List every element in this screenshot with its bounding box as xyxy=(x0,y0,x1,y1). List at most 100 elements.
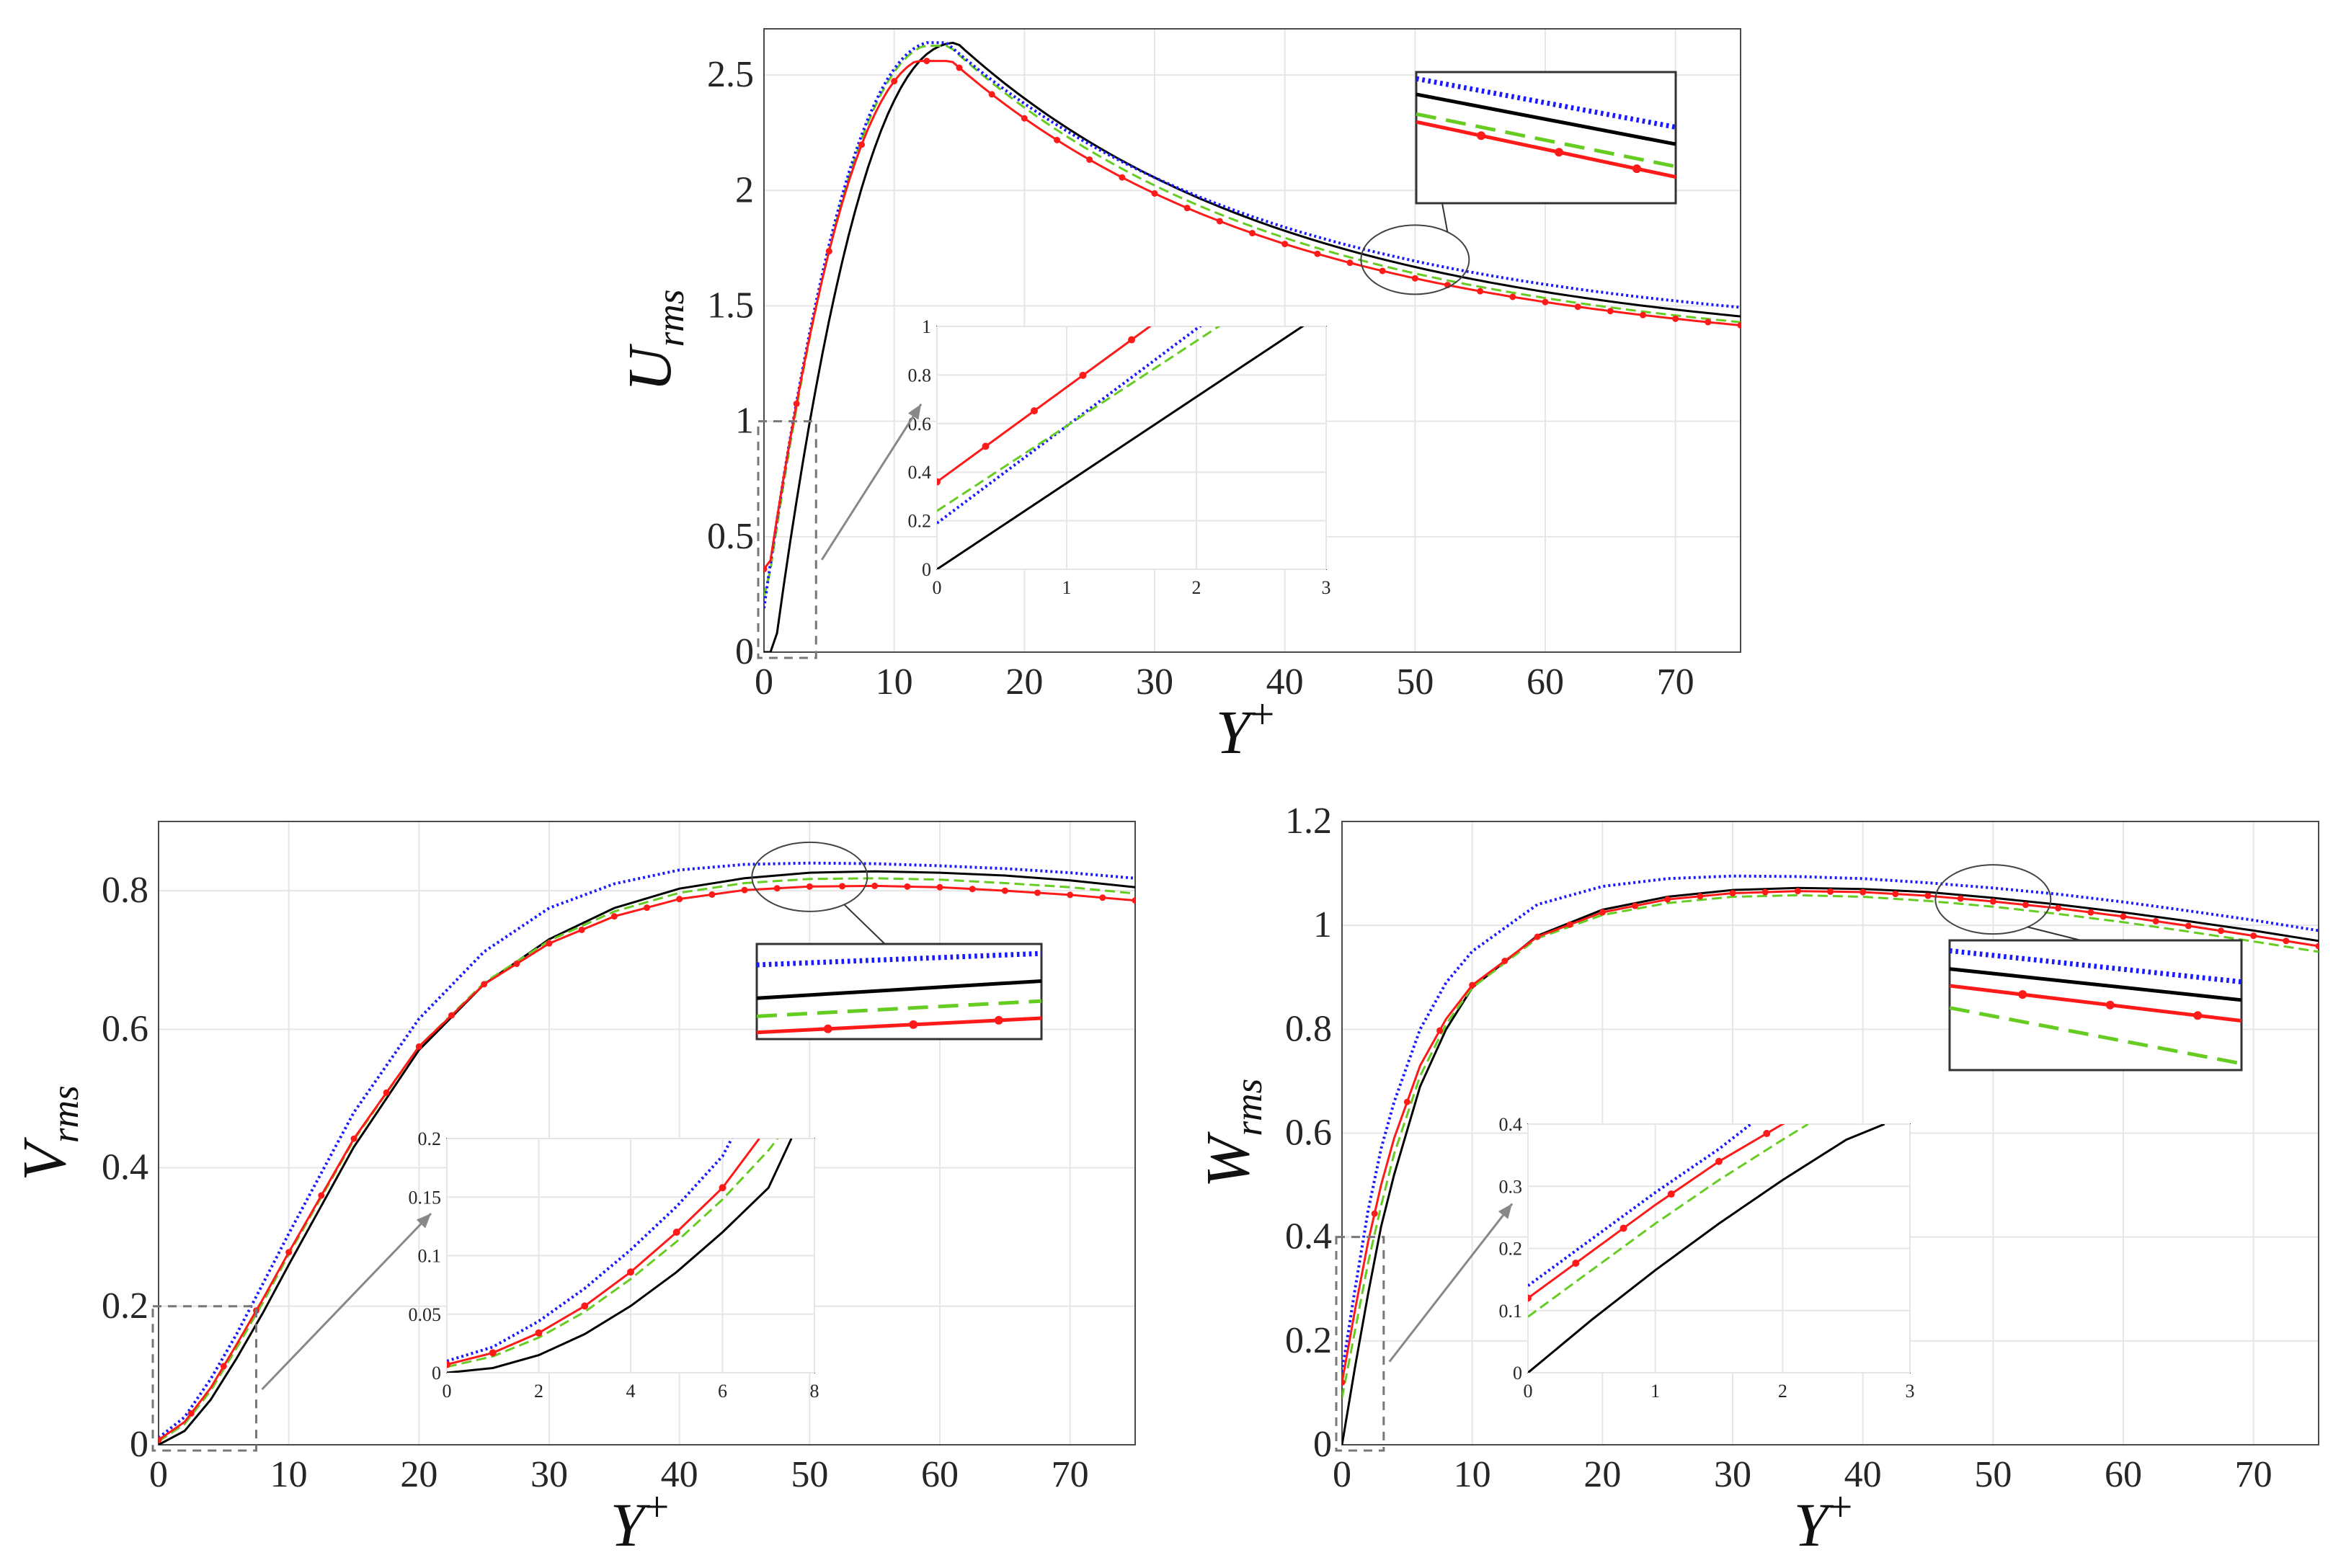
x-tick-label: 60 xyxy=(2105,1454,2142,1495)
series-red-marker xyxy=(858,141,865,148)
detail-series-red-marker xyxy=(823,1024,832,1033)
inset-y-tick-label: 0 xyxy=(432,1363,441,1384)
series-red-marker xyxy=(1705,318,1712,326)
x-tick-label: 60 xyxy=(1527,662,1564,703)
series-group xyxy=(764,41,1741,652)
y-tick-label: 0.4 xyxy=(1285,1216,1332,1257)
y-axis-label-subscript: rms xyxy=(1227,1079,1270,1136)
axes-frame xyxy=(158,821,1136,1446)
series-group xyxy=(1342,874,2319,1445)
zoom-arrow-head xyxy=(1498,1203,1512,1219)
y-tick-label: 0.8 xyxy=(102,870,148,911)
detail-frame xyxy=(1948,939,2243,1072)
detail-connector xyxy=(1441,202,1449,233)
series-red-marker xyxy=(1411,275,1418,282)
detail-series-green xyxy=(1949,1006,2242,1066)
detail-series-red-marker xyxy=(2018,990,2027,999)
zoom-arrow-line xyxy=(1388,1203,1514,1363)
series-red-marker xyxy=(318,1192,325,1199)
inset-series xyxy=(1528,1124,1885,1373)
series-red-marker xyxy=(1640,311,1646,318)
inset-series-blue xyxy=(1528,1124,1752,1287)
series-red-marker xyxy=(1477,288,1484,295)
y-tick-label: 0.6 xyxy=(102,1008,148,1049)
x-tick-label: 70 xyxy=(2235,1454,2272,1495)
detail-series-blue xyxy=(756,950,1042,968)
series-red-marker xyxy=(415,1043,422,1050)
inset-frame xyxy=(936,326,1327,570)
inset-y-tick-label: 0.05 xyxy=(409,1304,442,1325)
series-red-marker xyxy=(1001,887,1008,894)
series-black xyxy=(159,870,1135,1445)
zoom-arrow-head xyxy=(907,404,921,420)
inset-series-red-marker xyxy=(1763,1129,1771,1137)
series-red-marker xyxy=(2120,913,2127,920)
y-tick-label: 1.5 xyxy=(707,285,754,326)
inset-series-red-marker xyxy=(1225,265,1232,272)
y-axis-label: Wrms xyxy=(1193,1079,1270,1188)
x-tick-label: 0 xyxy=(755,662,773,703)
series-red-marker xyxy=(1892,891,1899,898)
series-red-marker xyxy=(1664,896,1671,903)
series-red-marker xyxy=(1379,267,1386,275)
inset-series-red xyxy=(1528,1124,1785,1299)
series-group xyxy=(159,861,1135,1445)
inset-series-red-marker xyxy=(719,1184,727,1192)
x-tick-label: 10 xyxy=(1454,1454,1491,1495)
x-tick-label: 10 xyxy=(876,662,913,703)
x-axis-label: Y+ xyxy=(1794,1483,1853,1559)
zoom-region-box xyxy=(757,420,817,659)
detail-series-blue xyxy=(1416,76,1676,130)
series-red-marker xyxy=(956,64,963,71)
detail-ellipse xyxy=(1360,224,1470,295)
detail-box xyxy=(755,943,1043,1041)
series-red-marker xyxy=(1697,893,1704,900)
y-axis-label: Urms xyxy=(615,289,692,391)
series-red-marker xyxy=(383,1089,390,1096)
x-tick-label: 50 xyxy=(1974,1454,2012,1495)
detail-series-black xyxy=(756,979,1042,1000)
x-axis-label-superscript: + xyxy=(1250,690,1274,739)
detail-series-red-marker xyxy=(1555,148,1563,157)
series-red-marker xyxy=(2250,932,2257,940)
series-red-marker xyxy=(1371,1210,1378,1217)
y-tick-label: 1 xyxy=(1313,904,1332,945)
detail-ellipse xyxy=(1934,864,2052,935)
zoom-arrow-line xyxy=(821,404,923,561)
y-tick-label: 0.6 xyxy=(1285,1113,1332,1154)
y-axis-label: Vrms xyxy=(9,1085,86,1181)
y-tick-label: 2.5 xyxy=(707,54,754,95)
inset-y-tick-label: 0.1 xyxy=(1499,1301,1523,1322)
series-red-marker xyxy=(1574,303,1581,311)
series-red-marker xyxy=(1599,909,1606,916)
series-red-marker xyxy=(2022,901,2029,909)
inset-series-red-marker xyxy=(581,1302,589,1310)
series-red-marker xyxy=(1534,933,1541,940)
x-tick-label: 40 xyxy=(1266,662,1304,703)
y-tick-label: 1 xyxy=(735,401,754,442)
y-tick-label: 2 xyxy=(735,169,754,210)
series-red-marker xyxy=(1403,1098,1410,1105)
series-red-marker xyxy=(891,78,898,85)
series-red-marker xyxy=(1729,889,1736,896)
inset-y-tick-label: 0.4 xyxy=(908,462,932,483)
detail-series-red xyxy=(1949,984,2242,1023)
inset-series-red-marker xyxy=(1619,1224,1627,1232)
x-axis-label-main: Y xyxy=(1216,698,1256,767)
y-axis-label-subscript: rms xyxy=(43,1085,86,1143)
series-red-marker xyxy=(448,1012,455,1019)
series-red-marker xyxy=(923,58,930,65)
series-red-marker xyxy=(1794,888,1801,895)
x-axis-label-main: Y xyxy=(1794,1490,1834,1559)
y-axis-label-main: W xyxy=(1193,1131,1262,1188)
series-red-marker xyxy=(1924,892,1932,899)
zoom-region-box xyxy=(151,1305,257,1452)
series-red-marker xyxy=(1132,897,1135,904)
series-green xyxy=(764,45,1741,597)
series-red-marker xyxy=(1034,889,1041,896)
series-red-marker xyxy=(825,248,832,255)
series-blue xyxy=(1342,874,2319,1373)
series-red-marker xyxy=(1249,230,1256,237)
